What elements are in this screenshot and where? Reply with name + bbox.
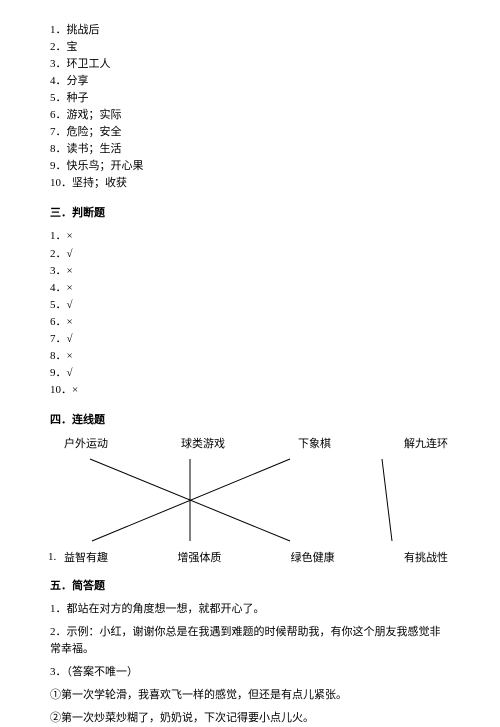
answer-item: 2．示例：小红，谢谢你总是在我遇到难题的时候帮助我，有你这个朋友我感觉非常幸福。: [50, 624, 450, 658]
list-item: 4．×: [50, 280, 450, 297]
text: 环卫工人: [67, 58, 111, 70]
num: 10: [50, 177, 61, 189]
list-item: 3．环卫工人: [50, 56, 450, 73]
num: 8: [50, 350, 56, 362]
list-section-1: 1．挑战后 2．宝 3．环卫工人 4．分享 5．种子 6．游戏；实际 7．危险；…: [50, 22, 450, 192]
match-label: 解九连环: [404, 435, 448, 451]
match-label: 球类游戏: [181, 435, 225, 451]
matching-number: 1.: [48, 551, 56, 563]
list-item: 8．读书；生活: [50, 141, 450, 158]
list-item: 2．宝: [50, 39, 450, 56]
list-item: 10．坚持；收获: [50, 175, 450, 192]
section-5-title: 五．简答题: [50, 577, 450, 593]
list-item: 4．分享: [50, 73, 450, 90]
list-item: 6．×: [50, 314, 450, 331]
answer-item: 1．都站在对方的角度想一想，就都开心了。: [50, 601, 450, 618]
list-item: 9．快乐鸟；开心果: [50, 158, 450, 175]
mark: ×: [72, 384, 78, 396]
num: 8: [50, 143, 56, 155]
text: 种子: [67, 92, 89, 104]
text: 分享: [67, 75, 89, 87]
mark: √: [67, 248, 73, 260]
text: 游戏；实际: [67, 109, 122, 121]
mark: ×: [67, 282, 73, 294]
matching-top-row: 户外运动 球类游戏 下象棋 解九连环: [62, 435, 450, 451]
num: 7: [50, 126, 56, 138]
match-label: 益智有趣: [64, 549, 108, 565]
num: 1: [50, 24, 56, 36]
num: 6: [50, 109, 56, 121]
match-label: 户外运动: [64, 435, 108, 451]
num: 3: [50, 58, 56, 70]
text: 读书；生活: [67, 143, 122, 155]
list-item: 5．√: [50, 297, 450, 314]
match-label: 增强体质: [177, 549, 221, 565]
matching-lines-svg: [62, 455, 432, 545]
list-item: 1．挑战后: [50, 22, 450, 39]
mark: √: [67, 333, 73, 345]
mark: √: [67, 299, 73, 311]
text: 宝: [67, 41, 78, 53]
list-item: 5．种子: [50, 90, 450, 107]
mark: ×: [67, 230, 73, 242]
answer-item: ②第一次炒菜炒糊了，奶奶说，下次记得要小点儿火。: [50, 710, 450, 727]
list-item: 9．√: [50, 365, 450, 382]
text: 快乐鸟；开心果: [67, 160, 144, 172]
judgment-list: 1．× 2．√ 3．× 4．× 5．√ 6．× 7．√ 8．× 9．√ 10．×: [50, 228, 450, 398]
answer-item: 3．（答案不唯一）: [50, 664, 450, 681]
num: 2: [50, 41, 56, 53]
text: 挑战后: [67, 24, 100, 36]
answers-section-5: 1．都站在对方的角度想一想，就都开心了。 2．示例：小红，谢谢你总是在我遇到难题…: [50, 601, 450, 727]
section-4-title: 四．连线题: [50, 411, 450, 427]
matching-diagram: 1. 户外运动 球类游戏 下象棋 解九连环 益智有趣 增强体质 绿色健康 有挑战…: [50, 435, 450, 565]
num: 5: [50, 299, 56, 311]
mark: √: [67, 367, 73, 379]
num: 1: [50, 230, 56, 242]
match-label: 绿色健康: [291, 549, 335, 565]
match-label: 有挑战性: [404, 549, 448, 565]
num: 5: [50, 92, 56, 104]
mark: ×: [67, 316, 73, 328]
answer-item: ①第一次学轮滑，我喜欢飞一样的感觉，但还是有点儿紧张。: [50, 687, 450, 704]
num: 4: [50, 282, 56, 294]
matching-bottom-row: 益智有趣 增强体质 绿色健康 有挑战性: [62, 549, 450, 565]
section-3-title: 三．判断题: [50, 204, 450, 220]
mark: ×: [67, 265, 73, 277]
match-label: 下象棋: [298, 435, 331, 451]
num: 4: [50, 75, 56, 87]
num: 2: [50, 248, 56, 260]
list-item: 1．×: [50, 228, 450, 245]
list-item: 7．危险；安全: [50, 124, 450, 141]
num: 9: [50, 367, 56, 379]
list-item: 10．×: [50, 382, 450, 399]
text: 坚持；收获: [72, 177, 127, 189]
list-item: 7．√: [50, 331, 450, 348]
list-item: 6．游戏；实际: [50, 107, 450, 124]
num: 7: [50, 333, 56, 345]
num: 6: [50, 316, 56, 328]
text: 危险；安全: [67, 126, 122, 138]
mark: ×: [67, 350, 73, 362]
num: 9: [50, 160, 56, 172]
list-item: 2．√: [50, 246, 450, 263]
list-item: 3．×: [50, 263, 450, 280]
list-item: 8．×: [50, 348, 450, 365]
num: 10: [50, 384, 61, 396]
num: 3: [50, 265, 56, 277]
